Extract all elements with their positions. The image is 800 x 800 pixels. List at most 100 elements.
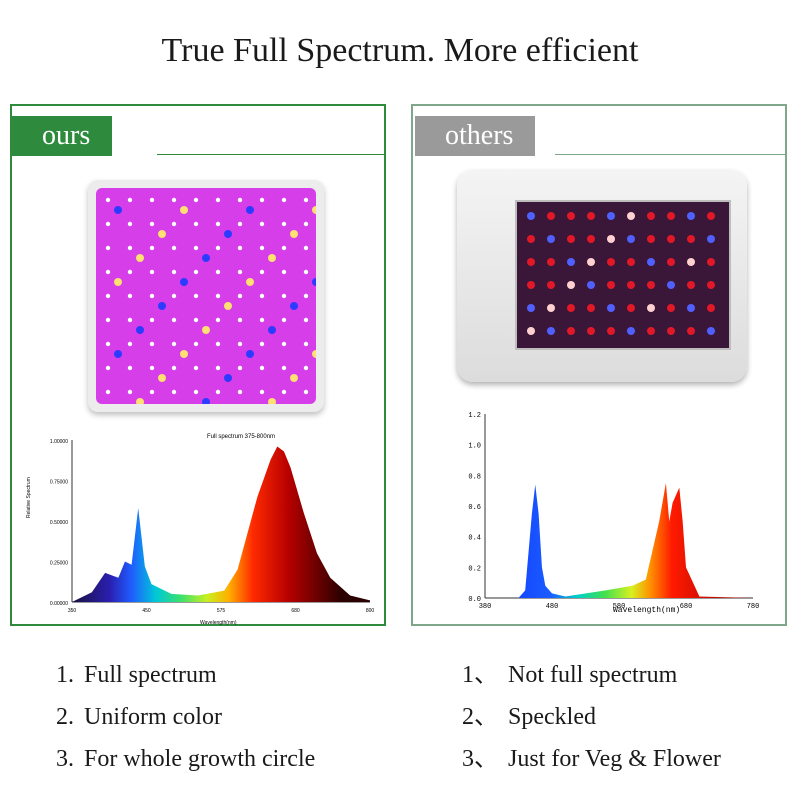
led-dot	[136, 326, 144, 334]
led-dot	[215, 197, 221, 203]
led-dot	[268, 254, 276, 262]
led-dot	[647, 327, 655, 335]
led-dot	[193, 221, 199, 227]
led-dot	[567, 304, 575, 312]
led-dot	[303, 245, 309, 251]
led-dot	[281, 317, 287, 323]
led-dot	[193, 365, 199, 371]
led-dot	[180, 278, 188, 286]
led-dot	[202, 326, 210, 334]
led-dot	[687, 327, 695, 335]
led-dot	[224, 302, 232, 310]
led-dot	[268, 398, 276, 404]
led-dot	[237, 245, 243, 251]
led-dot	[215, 269, 221, 275]
x-tick-label: 580	[613, 603, 626, 611]
list-number: 1.	[56, 662, 74, 688]
ours-ylabel: Relative Spectrum	[26, 477, 32, 518]
led-dot	[567, 235, 575, 243]
led-dot	[667, 258, 675, 266]
led-dot	[171, 245, 177, 251]
led-dot	[215, 245, 221, 251]
x-tick-label: 350	[68, 608, 77, 614]
led-dot	[687, 212, 695, 220]
led-dot	[259, 293, 265, 299]
led-dot	[136, 254, 144, 262]
led-dot	[707, 304, 715, 312]
ours-panel: ours Full spectrum 375-800nm Relative Sp…	[10, 104, 386, 626]
led-dot	[567, 258, 575, 266]
list-item: 2、 Speckled	[462, 702, 721, 744]
led-dot	[259, 269, 265, 275]
led-dot	[667, 327, 675, 335]
led-dot	[149, 245, 155, 251]
y-tick-label: 0.6	[468, 504, 481, 512]
y-tick-label: 0.2	[468, 565, 481, 573]
led-dot	[237, 269, 243, 275]
led-dot	[237, 365, 243, 371]
led-dot	[259, 245, 265, 251]
list-item: 3. For whole growth circle	[56, 744, 315, 786]
others-panel: others Wavelength(nm) 0.0 0.2 0.4 0.6 0.8 1.0…	[411, 104, 787, 626]
list-text: Full spectrum	[84, 662, 217, 688]
led-dot	[105, 269, 111, 275]
led-dot	[180, 206, 188, 214]
led-dot	[158, 230, 166, 238]
led-dot	[281, 389, 287, 395]
y-tick-label: 1.00000	[50, 439, 68, 445]
led-dot	[312, 278, 316, 286]
led-dot	[707, 327, 715, 335]
led-dot	[687, 258, 695, 266]
led-dot	[647, 235, 655, 243]
led-dot	[527, 304, 535, 312]
led-dot	[303, 269, 309, 275]
led-dot	[547, 258, 555, 266]
led-dot	[171, 197, 177, 203]
led-dot	[149, 269, 155, 275]
y-tick-label: 0.75000	[50, 480, 68, 486]
led-dot	[547, 281, 555, 289]
others-feature-list: 1、 Not full spectrum 2、 Speckled 3、 Just fo…	[462, 660, 721, 786]
led-dot	[687, 304, 695, 312]
led-dot	[193, 341, 199, 347]
led-dot	[587, 281, 595, 289]
led-dot	[607, 212, 615, 220]
list-item: 1. Full spectrum	[56, 660, 315, 702]
led-dot	[149, 341, 155, 347]
led-dot	[312, 206, 316, 214]
x-tick-label: 780	[747, 603, 760, 611]
led-dot	[105, 365, 111, 371]
list-item: 3、 Just for Veg & Flower	[462, 744, 721, 786]
led-dot	[105, 389, 111, 395]
led-dot	[607, 235, 615, 243]
y-tick-label: 0.00000	[50, 601, 68, 607]
led-dot	[215, 341, 221, 347]
y-tick-label: 0.4	[468, 535, 481, 543]
led-dot	[127, 389, 133, 395]
led-dot	[237, 341, 243, 347]
led-dot	[268, 326, 276, 334]
others-led-face	[515, 200, 731, 350]
list-item: 2. Uniform color	[56, 702, 315, 744]
ours-divider	[157, 154, 384, 155]
led-dot	[290, 230, 298, 238]
led-dot	[687, 235, 695, 243]
led-dot	[527, 258, 535, 266]
led-dot	[215, 221, 221, 227]
led-dot	[193, 317, 199, 323]
led-dot	[171, 389, 177, 395]
ours-xlabel: Wavelength(nm)	[200, 620, 237, 626]
page-title: True Full Spectrum. More efficient	[161, 32, 639, 69]
others-led-panel-image	[457, 170, 747, 382]
x-tick-label: 800	[366, 608, 375, 614]
led-dot	[587, 212, 595, 220]
led-dot	[215, 317, 221, 323]
led-dot	[547, 304, 555, 312]
led-dot	[587, 258, 595, 266]
led-dot	[281, 221, 287, 227]
led-dot	[246, 278, 254, 286]
others-xlabel: Wavelength(nm)	[613, 606, 680, 615]
led-dot	[193, 389, 199, 395]
led-dot	[105, 197, 111, 203]
led-dot	[667, 281, 675, 289]
